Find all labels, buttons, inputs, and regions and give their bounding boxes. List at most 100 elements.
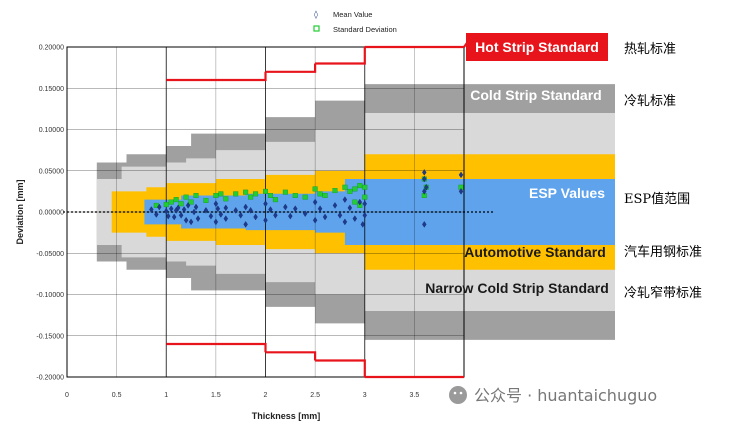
mean-value-point bbox=[422, 221, 427, 228]
mean-value-point bbox=[288, 212, 293, 220]
esp-values-label: ESP Values bbox=[529, 185, 605, 201]
std-dev-point bbox=[233, 191, 239, 197]
std-dev-point bbox=[223, 196, 229, 202]
y-tick-label: -0.20000 bbox=[36, 375, 64, 382]
mean-value-point bbox=[362, 200, 367, 208]
x-tick-label: 2.5 bbox=[310, 392, 320, 399]
mean-value-point bbox=[322, 213, 328, 221]
cold-strip-label: Cold Strip Standard bbox=[470, 87, 601, 103]
std-dev-point bbox=[263, 188, 269, 194]
mean-value-point bbox=[166, 212, 171, 220]
mean-value-point bbox=[172, 213, 177, 221]
std-dev-point bbox=[317, 191, 323, 197]
y-tick-label: -0.15000 bbox=[36, 333, 64, 340]
x-tick-label: 0 bbox=[65, 392, 69, 399]
mean-value-point bbox=[312, 198, 318, 206]
y-tick-label: -0.05000 bbox=[36, 251, 64, 258]
mean-value-point bbox=[422, 169, 427, 176]
mean-value-point bbox=[185, 202, 191, 209]
mean-value-point bbox=[352, 215, 358, 222]
mean-value-point bbox=[342, 196, 348, 203]
mean-value-point bbox=[193, 203, 199, 211]
x-tick-label: 1.5 bbox=[211, 392, 221, 399]
mean-value-point bbox=[360, 221, 365, 228]
std-dev-point bbox=[322, 192, 328, 198]
mean-value-point bbox=[263, 200, 268, 208]
mean-value-point bbox=[263, 216, 268, 224]
std-dev-point bbox=[243, 189, 249, 195]
cn-cold-strip-label: 冷轧标准 bbox=[624, 94, 676, 109]
std-dev-point bbox=[163, 202, 169, 208]
y-tick-label: 0.05000 bbox=[39, 168, 64, 175]
std-dev-point bbox=[253, 191, 259, 197]
mean-value-point bbox=[422, 188, 427, 195]
std-dev-point bbox=[218, 191, 224, 197]
hot-strip-lower-line bbox=[166, 342, 464, 379]
std-dev-point bbox=[312, 186, 318, 192]
std-dev-point bbox=[248, 194, 254, 200]
mean-value-point bbox=[213, 218, 219, 226]
mean-value-point bbox=[243, 203, 248, 211]
mean-value-point bbox=[215, 205, 221, 212]
mean-value-point bbox=[268, 206, 273, 213]
mean-value-point bbox=[422, 175, 427, 183]
mean-value-point bbox=[191, 208, 197, 216]
std-dev-point bbox=[352, 186, 358, 192]
narrow-cold-strip-label: Narrow Cold Strip Standard bbox=[425, 280, 609, 296]
y-tick-label: 0.10000 bbox=[39, 127, 64, 134]
mean-value-point bbox=[243, 221, 248, 228]
std-dev-point bbox=[347, 188, 353, 194]
mean-value-point bbox=[218, 211, 224, 218]
y-tick-label: 0.00000 bbox=[39, 210, 64, 217]
std-dev-point bbox=[352, 199, 358, 205]
hot-strip-label-box bbox=[466, 33, 608, 61]
std-dev-point bbox=[178, 201, 184, 207]
mean-value-point bbox=[317, 205, 323, 212]
mean-value-point bbox=[458, 171, 464, 179]
mean-value-point bbox=[342, 218, 348, 226]
std-dev-point bbox=[173, 197, 179, 203]
mean-value-point bbox=[303, 210, 308, 217]
mean-value-point bbox=[273, 212, 278, 219]
legend-std-marker bbox=[313, 25, 320, 32]
std-dev-point bbox=[302, 194, 308, 200]
x-tick-label: 2 bbox=[264, 392, 268, 399]
mean-value-point bbox=[188, 218, 194, 226]
mean-value-point bbox=[283, 203, 288, 211]
watermark: 公众号 · huantaichuguo bbox=[449, 386, 657, 405]
mean-value-point bbox=[357, 198, 362, 206]
mean-value-point bbox=[233, 207, 238, 214]
std-dev-point bbox=[282, 189, 288, 195]
std-dev-point bbox=[357, 183, 363, 189]
cn-esp-label: ESP值范围 bbox=[624, 191, 690, 207]
y-axis-title: Deviation [mm] bbox=[15, 179, 25, 244]
x-tick-label: 3 bbox=[363, 392, 367, 399]
mean-value-point bbox=[154, 211, 159, 218]
y-tick-label: -0.10000 bbox=[36, 292, 64, 299]
mean-value-point bbox=[149, 206, 154, 213]
mean-value-point bbox=[181, 206, 187, 213]
std-dev-point bbox=[188, 199, 194, 205]
mean-value-point bbox=[183, 216, 189, 224]
hot-strip-label: Hot Strip Standard bbox=[475, 39, 599, 55]
data-points bbox=[149, 169, 464, 228]
cn-automotive-label: 汽车用钢标准 bbox=[624, 244, 702, 260]
legend: ◊ Mean Value Standard Deviation bbox=[313, 10, 397, 34]
grid bbox=[63, 46, 495, 378]
legend-mean-label: Mean Value bbox=[333, 10, 372, 19]
mean-value-point bbox=[238, 212, 243, 219]
std-dev-point bbox=[203, 197, 209, 203]
mean-value-point bbox=[169, 205, 174, 212]
mean-value-point bbox=[362, 212, 367, 219]
legend-mean-marker: ◊ bbox=[314, 10, 318, 19]
mean-value-point bbox=[293, 205, 298, 212]
mean-value-point bbox=[157, 203, 162, 211]
automotive-label: Automotive Standard bbox=[464, 244, 606, 260]
std-dev-point bbox=[362, 184, 368, 190]
band-labels: Hot Strip Standard Cold Strip Standard E… bbox=[425, 33, 609, 296]
mean-value-point bbox=[203, 207, 209, 214]
mean-value-point bbox=[248, 207, 253, 214]
mean-value-point bbox=[178, 212, 184, 219]
x-tick-label: 0.5 bbox=[112, 392, 122, 399]
